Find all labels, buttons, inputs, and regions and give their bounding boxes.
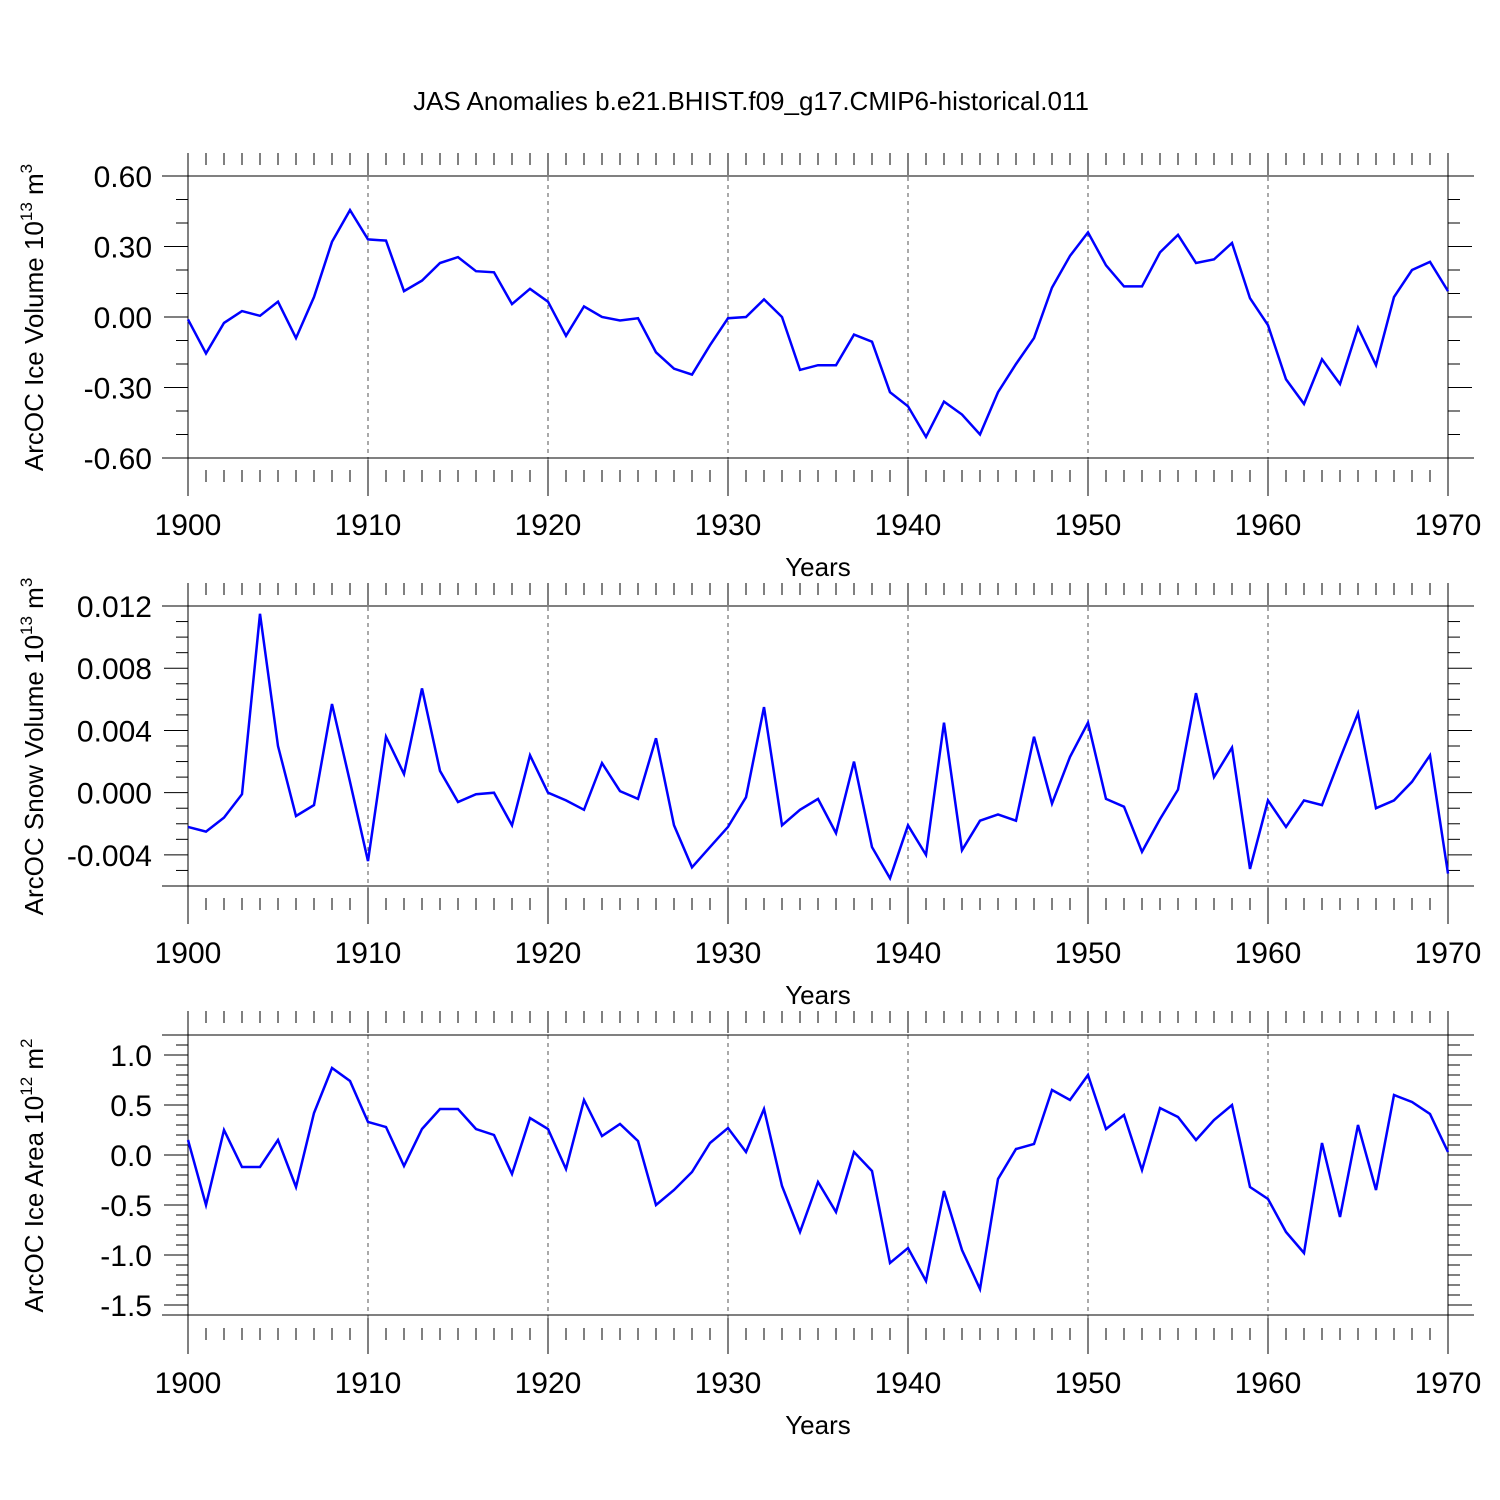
y-axis-label: ArcOC Ice Area 1012 m2 — [17, 1038, 49, 1312]
x-tick-label: 1970 — [1415, 509, 1482, 542]
x-tick-label: 1920 — [515, 1367, 582, 1400]
x-tick-label: 1970 — [1415, 937, 1482, 970]
x-tick-label: 1960 — [1235, 937, 1302, 970]
panel-3: -1.5 -1.0 -0.5 0.0 0.5 1.0 1900 1910 1920 1930 194… — [17, 1011, 1481, 1440]
y-tick-label: 0.30 — [94, 232, 152, 265]
x-tick-label: 1910 — [335, 937, 402, 970]
x-tick-label: 1900 — [155, 1367, 222, 1400]
y-axis-label: ArcOC Ice Volume 1013 m3 — [17, 164, 49, 471]
y-tick-label: 1.0 — [110, 1040, 152, 1073]
x-tick-label: 1940 — [875, 937, 942, 970]
x-tick-label: 1950 — [1055, 1367, 1122, 1400]
x-tick-label: 1900 — [155, 509, 222, 542]
y-tick-label: -0.004 — [67, 840, 152, 873]
x-tick-label: 1950 — [1055, 937, 1122, 970]
x-tick-label: 1910 — [335, 1367, 402, 1400]
x-tick-label: 1930 — [695, 509, 762, 542]
y-tick-label: 0.5 — [110, 1090, 152, 1123]
y-tick-label: 0.004 — [77, 715, 152, 748]
y-axis-label: ArcOC Snow Volume 1013 m3 — [17, 578, 49, 916]
x-tick-label: 1920 — [515, 937, 582, 970]
y-tick-label: 0.012 — [77, 591, 152, 624]
series-line — [186, 207, 1450, 440]
series-line — [187, 613, 1450, 882]
series-line — [186, 1066, 1450, 1294]
y-tick-label: 0.0 — [110, 1140, 152, 1173]
panel-2: -0.004 0.000 0.004 0.008 0.012 1900 1910 1920 19… — [17, 578, 1481, 1010]
x-axis-label: Years — [785, 980, 851, 1010]
x-tick-label: 1930 — [695, 937, 762, 970]
y-tick-label: -0.5 — [100, 1190, 152, 1223]
x-tick-label: 1930 — [695, 1367, 762, 1400]
x-tick-label: 1950 — [1055, 509, 1122, 542]
x-tick-label: 1940 — [875, 1367, 942, 1400]
y-tick-label: 0.000 — [77, 778, 152, 811]
x-tick-label: 1940 — [875, 509, 942, 542]
x-tick-label: 1910 — [335, 509, 402, 542]
x-tick-label: 1960 — [1235, 509, 1302, 542]
x-tick-label: 1920 — [515, 509, 582, 542]
y-tick-label: 0.60 — [94, 161, 152, 194]
y-tick-label: -1.5 — [100, 1290, 152, 1323]
x-tick-label: 1900 — [155, 937, 222, 970]
x-axis-label: Years — [785, 1410, 851, 1440]
panel-1: -0.60 -0.30 0.00 0.30 0.60 1900 1910 1920 1930 19… — [17, 153, 1481, 582]
y-tick-label: 0.008 — [77, 653, 152, 686]
x-axis-label: Years — [785, 552, 851, 582]
y-tick-label: 0.00 — [94, 302, 152, 335]
y-tick-label: -0.60 — [84, 443, 152, 476]
y-tick-label: -1.0 — [100, 1240, 152, 1273]
x-tick-label: 1960 — [1235, 1367, 1302, 1400]
chart-title: JAS Anomalies b.e21.BHIST.f09_g17.CMIP6-… — [413, 86, 1089, 116]
x-tick-label: 1970 — [1415, 1367, 1482, 1400]
y-tick-label: -0.30 — [84, 373, 152, 406]
